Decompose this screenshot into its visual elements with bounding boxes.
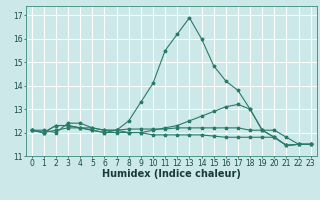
X-axis label: Humidex (Indice chaleur): Humidex (Indice chaleur) <box>102 169 241 179</box>
